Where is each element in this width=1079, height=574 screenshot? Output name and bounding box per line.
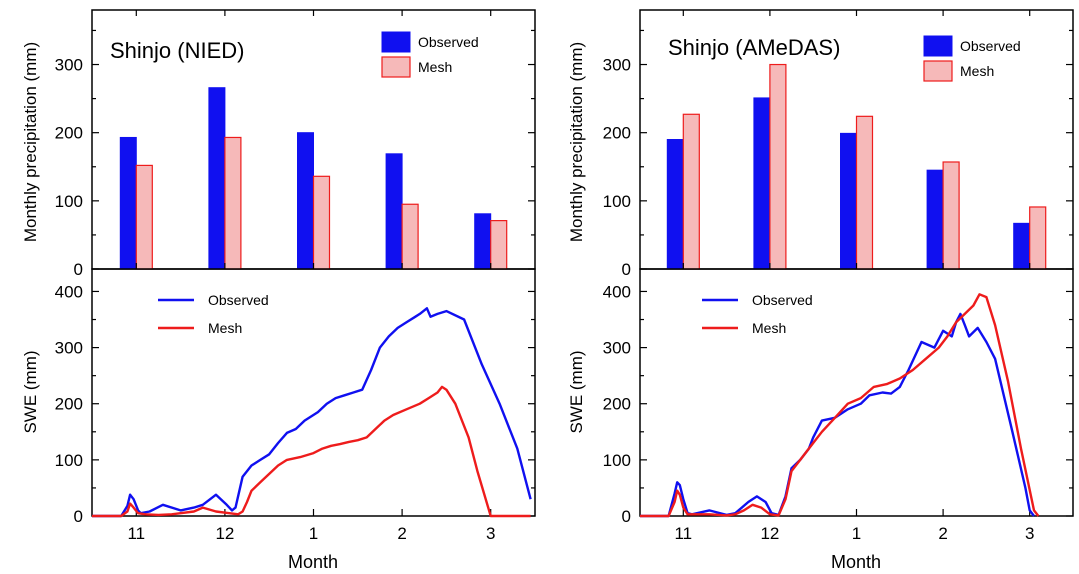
legend-label-observed: Observed	[960, 38, 1021, 54]
right-panels: Shinjo (AMeDAS) Monthly precipitation (m…	[567, 9, 1074, 572]
y-tick-label: 0	[74, 260, 83, 279]
y-tick-label: 0	[622, 507, 631, 526]
bar-observed	[753, 97, 771, 270]
x-tick-label: 3	[486, 524, 495, 543]
y-tick-label: 100	[55, 192, 83, 211]
legend-swatch-observed	[381, 31, 411, 53]
bar-observed	[385, 153, 403, 270]
legend-label-observed: Observed	[752, 292, 813, 308]
series-line-observed	[92, 307, 532, 518]
legend-swatch-observed	[923, 35, 953, 57]
legend: Observed Mesh	[702, 292, 813, 336]
precip-chart-nied: Shinjo (NIED) Monthly precipitation (mm)…	[21, 9, 536, 279]
y-tick-label: 300	[603, 56, 631, 75]
y-tick-label: 200	[55, 124, 83, 143]
legend: Observed Mesh	[381, 31, 479, 78]
swe-right-frame	[639, 268, 1074, 517]
y-tick-label: 200	[603, 395, 631, 414]
legend-label-mesh: Mesh	[960, 63, 994, 79]
bar-observed	[474, 213, 492, 270]
bar-mesh	[312, 175, 331, 270]
y-tick-label: 0	[74, 507, 83, 526]
legend-label-observed: Observed	[208, 292, 269, 308]
y-tick-label: 0	[622, 260, 631, 279]
legend: Observed Mesh	[158, 292, 269, 336]
y-tick-label: 100	[603, 192, 631, 211]
y-tick-label: 100	[55, 451, 83, 470]
x-tick-label: 2	[397, 524, 406, 543]
bar-mesh	[490, 220, 508, 270]
y-tick-label: 400	[603, 282, 631, 301]
swe-right-ylabel: SWE (mm)	[567, 350, 586, 433]
x-tick-label: 1	[309, 524, 318, 543]
precip-chart-amedas: Shinjo (AMeDAS) Monthly precipitation (m…	[567, 9, 1074, 279]
precip-amedas-ylabel: Monthly precipitation (mm)	[567, 42, 586, 242]
y-tick-label: 400	[55, 282, 83, 301]
y-tick-label: 300	[55, 339, 83, 358]
legend-label-mesh: Mesh	[752, 320, 786, 336]
bar-mesh	[135, 164, 153, 270]
legend-label-observed: Observed	[418, 34, 479, 50]
bar-observed	[840, 132, 857, 270]
y-tick-label: 200	[603, 124, 631, 143]
swe-left-xlabel: Month	[288, 552, 338, 572]
x-tick-label: 3	[1025, 524, 1034, 543]
legend-swatch-mesh	[381, 56, 411, 78]
x-tick-label: 2	[938, 524, 947, 543]
bar-mesh	[682, 113, 700, 270]
x-tick-label: 11	[674, 524, 692, 543]
swe-left-ylabel: SWE (mm)	[21, 350, 40, 433]
x-tick-label: 12	[760, 524, 779, 543]
bar-mesh	[1029, 206, 1047, 270]
y-tick-label: 300	[55, 56, 83, 75]
bar-mesh	[855, 115, 874, 270]
legend-label-mesh: Mesh	[418, 59, 452, 75]
bar-observed	[666, 139, 684, 270]
legend-swatch-mesh	[923, 60, 953, 82]
y-tick-label: 200	[55, 395, 83, 414]
legend: Observed Mesh	[923, 35, 1021, 82]
precip-nied-title: Shinjo (NIED)	[110, 38, 244, 63]
x-tick-label: 11	[127, 524, 145, 543]
legend-label-mesh: Mesh	[208, 320, 242, 336]
bar-observed	[119, 136, 137, 270]
x-tick-label: 12	[215, 524, 234, 543]
series-line-mesh	[640, 293, 1040, 518]
precip-nied-ylabel: Monthly precipitation (mm)	[21, 42, 40, 242]
bar-observed	[1013, 222, 1031, 270]
series-line-mesh	[92, 385, 531, 518]
bar-observed	[208, 87, 226, 270]
x-tick-label: 1	[852, 524, 861, 543]
precip-amedas-title: Shinjo (AMeDAS)	[668, 35, 840, 60]
y-tick-label: 100	[603, 451, 631, 470]
bar-observed	[926, 169, 944, 270]
bar-mesh	[942, 161, 960, 270]
swe-left-frame	[91, 268, 536, 517]
bar-observed	[297, 132, 314, 270]
bar-mesh	[401, 203, 419, 270]
y-tick-label: 300	[603, 339, 631, 358]
bar-mesh	[224, 136, 242, 270]
left-panels: Shinjo (NIED) Monthly precipitation (mm)…	[21, 9, 536, 572]
swe-right-xlabel: Month	[831, 552, 881, 572]
bar-mesh	[769, 63, 787, 270]
